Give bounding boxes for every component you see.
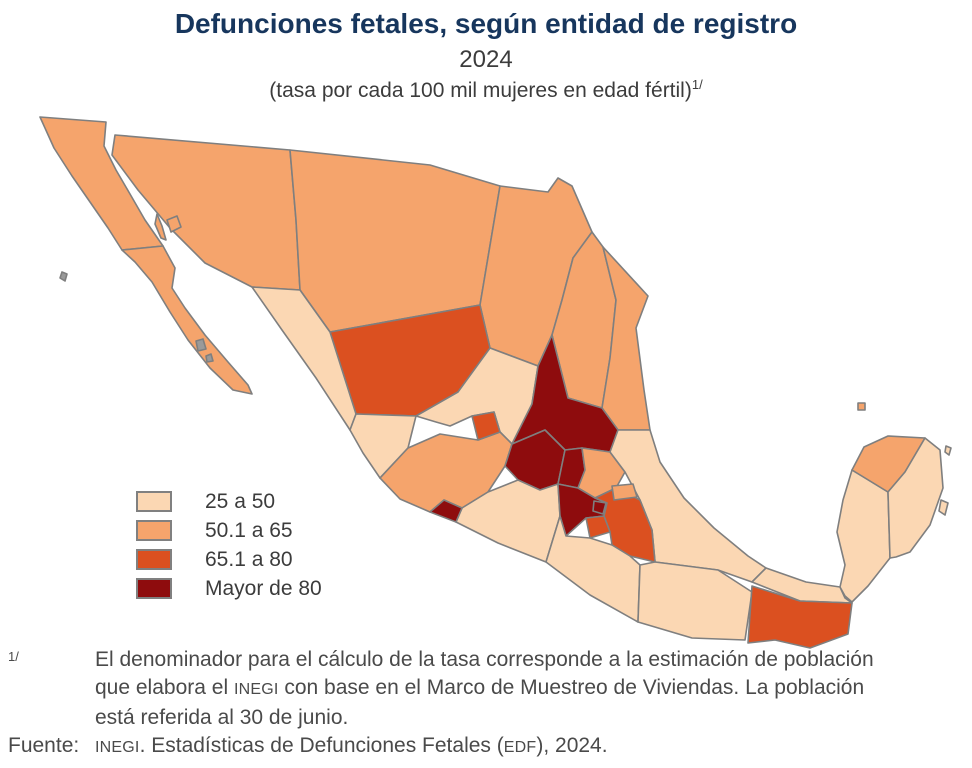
guadalupe-islet [59,271,68,282]
year-label: 2024 [459,46,513,73]
bcs-islet [205,353,214,363]
state-campeche [836,469,891,603]
footnote-line-2: que elabora el INEGI con base en el Marc… [95,674,964,704]
footnotes: 1/ El denominador para el cálculo de la … [8,646,964,762]
inegi-acronym: INEGI [233,681,279,698]
source-text-post: ), 2024. [536,734,608,757]
state-aguascalientes [471,411,501,441]
angel-de-la-guarda-island [154,213,167,241]
legend-swatch-50-65 [136,520,172,541]
map-legend: 25 a 50 50.1 a 65 65.1 a 80 Mayor de 80 [136,487,322,603]
state-guerrero [545,515,641,623]
footnote-line-1: El denominador para el cálculo de la tas… [95,648,874,671]
source-text: INEGI. Estadísticas de Defunciones Fetal… [95,732,964,762]
legend-swatch-mayor-80 [136,578,172,599]
inegi-acronym: INEGI [95,739,140,756]
header: Defunciones fetales, según entidad de re… [0,0,972,103]
state-ciudad-de-mexico [592,500,607,515]
legend-label: 25 a 50 [205,489,276,513]
edf-acronym: EDF [503,739,537,756]
state-tabasco [751,567,853,604]
subtitle-footnote-marker: 1/ [691,77,703,92]
source-text-mid: . Estadísticas de Defunciones Fetales ( [139,734,504,757]
bcs-islet [195,338,207,352]
state-chiapas [747,585,853,649]
footnote-line-2-post: con base en el Marco de Muestreo de Vivi… [278,676,865,699]
tiburon-island [166,215,182,233]
cozumel-island [938,499,949,516]
state-oaxaca [637,561,753,641]
subtitle: (tasa por cada 100 mil mujeres en edad f… [0,77,972,103]
footnote-text: El denominador para el cálculo de la tas… [95,646,964,732]
legend-label: Mayor de 80 [205,576,322,600]
alacranes-reef-island [857,402,866,411]
legend-item: 65.1 a 80 [136,545,322,574]
state-quintana-roo [887,437,944,559]
subtitle-text: (tasa por cada 100 mil mujeres en edad f… [269,79,692,102]
state-tlaxcala [611,483,638,501]
legend-label: 65.1 a 80 [205,547,293,571]
footnote-line-2-pre: que elabora el [95,676,234,699]
legend-item: 50.1 a 65 [136,516,322,545]
state-chihuahua [289,149,501,333]
contoy-island [944,445,952,456]
legend-item: 25 a 50 [136,487,322,516]
legend-swatch-65-80 [136,549,172,570]
page-title: Defunciones fetales, según entidad de re… [174,8,798,39]
footnote-line-3: está referida al 30 de junio. [95,706,349,729]
state-baja-california-sur [121,245,253,395]
legend-label: 50.1 a 65 [205,518,293,542]
footnote-marker: 1/ [8,649,19,664]
state-morelos [585,515,611,539]
legend-swatch-25-50 [136,491,172,512]
source-label: Fuente: [8,734,80,757]
legend-item: Mayor de 80 [136,574,322,603]
state-colima [429,499,463,523]
